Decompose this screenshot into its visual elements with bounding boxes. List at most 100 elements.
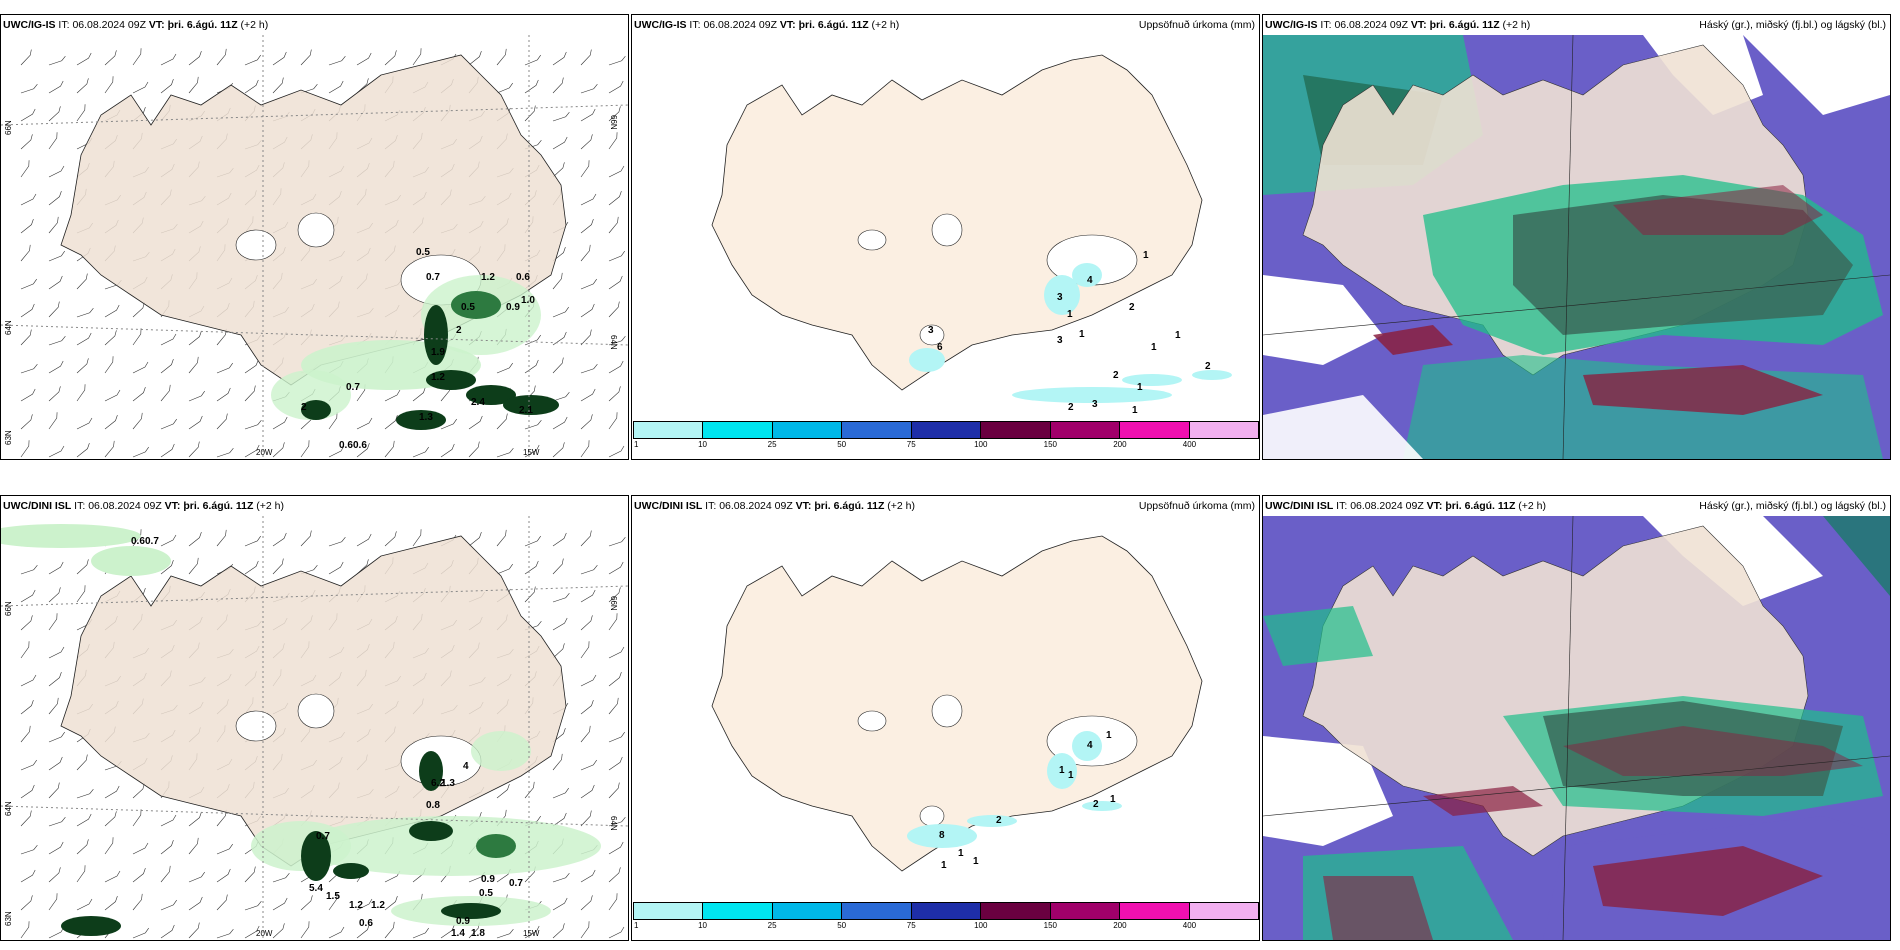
wind-barb (272, 558, 284, 575)
wind-barb (132, 893, 143, 911)
wind-barb (20, 869, 36, 883)
precip-area (907, 824, 977, 848)
precip-panel-bottom: UWC/DINI ISL IT: 06.08.2024 09Z VT: þri.… (631, 495, 1260, 941)
glacier (297, 693, 335, 729)
wind-barb (48, 80, 64, 94)
wind-barb (160, 560, 174, 575)
wind-barb (580, 219, 594, 234)
precip-amount-label: 4 (1087, 740, 1093, 751)
colorbar-cells (633, 902, 1259, 920)
wind-barb (580, 895, 593, 911)
precip-amount-label: 1 (1151, 342, 1157, 353)
wind-barb (188, 51, 202, 66)
colorbar-tick: 25 (767, 921, 777, 930)
wind-barb (48, 817, 66, 827)
wind-barb (104, 356, 114, 374)
wind-barb (244, 560, 259, 575)
wind-barb (20, 615, 33, 631)
precip-area (271, 370, 351, 420)
wind-barb (20, 895, 33, 911)
wind-barb (580, 869, 596, 883)
colorbar: 1 10 25 50 75 100 150 200 400 (633, 902, 1259, 934)
wind-barb (48, 336, 66, 346)
panel-header: UWC/DINI ISL IT: 06.08.2024 09Z VT: þri.… (1265, 500, 1547, 512)
wind-barb (244, 925, 260, 939)
wind-barb (20, 759, 37, 771)
lat-label: 63N (4, 430, 13, 445)
precip-area (301, 816, 601, 876)
wind-barb (244, 359, 259, 374)
wind-barb (20, 303, 35, 318)
wind-barb (20, 193, 37, 206)
wind-barb (356, 533, 372, 547)
wind-barb (132, 81, 149, 94)
wind-barb (552, 112, 570, 122)
wind-barb (48, 412, 58, 430)
precip-core (301, 400, 331, 420)
wind-barb (412, 446, 429, 458)
wind-barb (552, 728, 566, 743)
wind-barb (244, 420, 262, 430)
colorbar-cells (633, 421, 1259, 439)
colorbar-cell (634, 422, 704, 438)
colorbar-cell (911, 903, 982, 919)
wind-barb (76, 78, 89, 94)
wind-barb (524, 334, 541, 346)
precip-amount-label: 3 (1057, 335, 1063, 346)
wind-barb (384, 531, 397, 547)
wind-barb (552, 392, 570, 402)
wind-barb (580, 364, 598, 374)
wind-barb (580, 641, 590, 659)
panel-header: UWC/DINI ISL IT: 06.08.2024 09Z VT: þri.… (634, 500, 916, 512)
wind-barb (524, 781, 535, 799)
colorbar-tick: 10 (698, 440, 707, 449)
wind-barb (76, 754, 88, 771)
wind-barb (20, 219, 34, 234)
wind-barb (524, 586, 536, 603)
colorbar-tick: 50 (837, 921, 847, 930)
wind-barb (580, 440, 590, 458)
wind-barb (244, 535, 261, 547)
wind-barb (412, 48, 422, 66)
wind-barb (552, 416, 568, 430)
wind-barb (608, 250, 625, 262)
wind-barb (76, 417, 93, 430)
wind-barb (20, 244, 31, 262)
wind-barb (188, 390, 205, 402)
wind-barb (104, 389, 121, 402)
wind-barb (496, 929, 514, 939)
wind-barb (580, 700, 594, 715)
wind-barb (48, 250, 65, 262)
colorbar-cell (842, 422, 912, 438)
wind-barb (48, 782, 60, 799)
precip-amount-label: 1 (1175, 330, 1181, 341)
wind-barb (328, 893, 338, 911)
wind-barb (188, 441, 200, 458)
colorbar-tick: 100 (974, 921, 988, 930)
wind-barb (496, 529, 507, 547)
wind-barb (132, 361, 149, 374)
wind-barb (580, 193, 597, 206)
colorbar-ticks: 1 10 25 50 75 100 150 200 400 (633, 921, 1259, 933)
wind-barb (188, 532, 202, 547)
precip-amount-label: 1 (1143, 250, 1149, 261)
precip-value-label: 0.6 (516, 272, 530, 283)
precip-area (471, 731, 531, 771)
wind-barb (244, 54, 261, 66)
colorbar-cell (1120, 422, 1190, 438)
wind-barb (160, 384, 171, 402)
wind-barb (76, 585, 86, 603)
glacier (297, 212, 335, 248)
precip-area (1122, 374, 1182, 386)
precip-value-label: 2 (301, 402, 307, 413)
wind-barb (160, 924, 175, 939)
wind-barb (48, 360, 64, 374)
wind-barb (608, 56, 626, 66)
wind-barb (356, 924, 370, 939)
wind-barb (132, 868, 146, 883)
wind-barb (608, 80, 624, 94)
wind-barb (104, 50, 117, 66)
precip-value-label: 0.6 (131, 536, 145, 547)
wind-barb (608, 132, 618, 150)
wind-barb (356, 52, 372, 66)
